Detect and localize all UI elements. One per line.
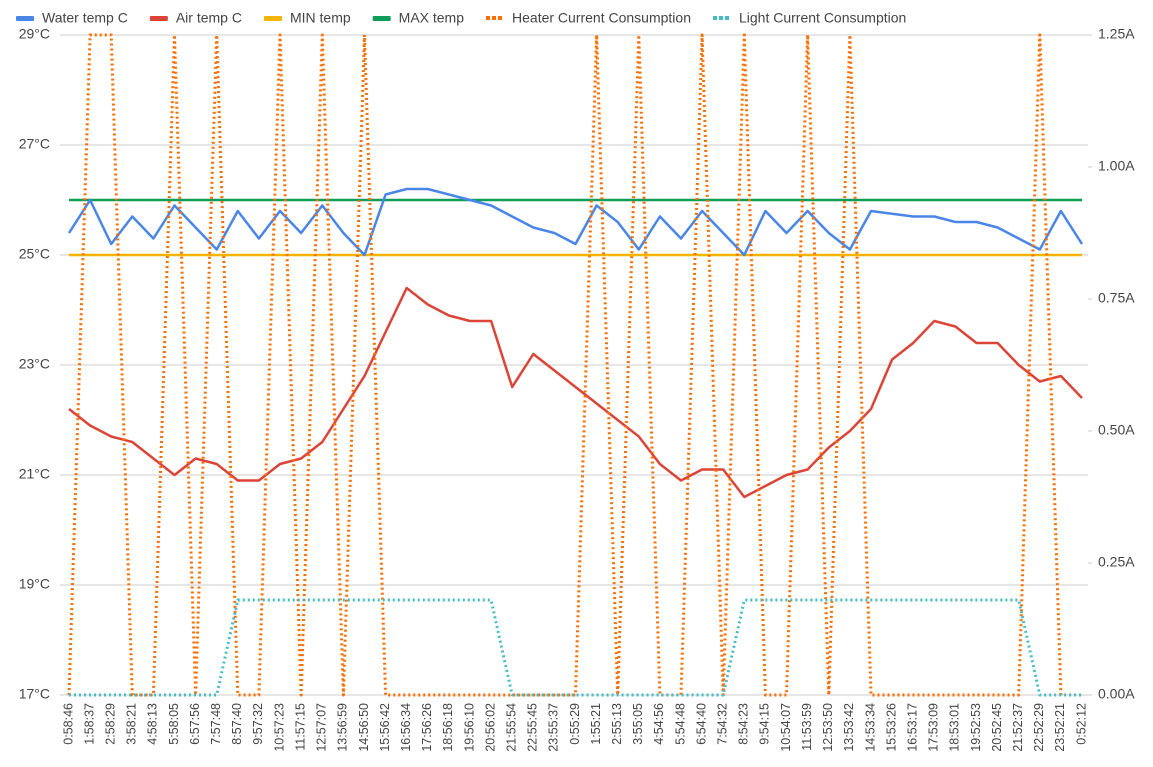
- legend-swatch: [725, 16, 729, 20]
- x-tick-label: 14:56:50: [357, 703, 371, 752]
- x-tick-label: 6:54:40: [694, 703, 708, 745]
- x-tick-label: 2:58:29: [104, 703, 118, 745]
- x-tick-label: 11:57:15: [293, 703, 307, 751]
- x-tick-label: 13:53:42: [842, 703, 856, 752]
- y-tick-label: 19°C: [19, 576, 50, 592]
- legend-swatch: [713, 16, 717, 20]
- x-tick-label: 9:57:32: [251, 703, 265, 745]
- x-tick-label: 13:56:59: [336, 703, 350, 752]
- x-tick-label: 10:54:07: [779, 703, 793, 752]
- legend-label: MAX temp: [399, 10, 465, 26]
- x-tick-label: 19:56:10: [462, 703, 476, 752]
- legend-swatch: [263, 16, 282, 21]
- legend-label: Water temp C: [42, 10, 128, 26]
- x-tick-label: 17:53:09: [927, 703, 941, 752]
- legend-swatch: [719, 16, 723, 20]
- x-tick-label: 5:54:48: [673, 703, 687, 745]
- x-tick-label: 1:55:21: [589, 703, 603, 745]
- y2-tick-label: 1.25A: [1098, 26, 1135, 42]
- x-tick-label: 21:52:37: [1011, 703, 1025, 752]
- x-tick-label: 10:57:23: [272, 703, 286, 752]
- x-tick-label: 22:55:45: [526, 703, 540, 752]
- x-tick-label: 1:58:37: [82, 703, 96, 745]
- y2-tick-label: 0.00A: [1098, 686, 1135, 702]
- legend-label: MIN temp: [290, 10, 351, 26]
- x-tick-label: 12:57:07: [315, 703, 329, 752]
- legend-swatch: [149, 16, 168, 21]
- y2-tick-label: 0.25A: [1098, 554, 1135, 570]
- x-tick-label: 18:56:18: [441, 703, 455, 752]
- series-line: [69, 598, 1082, 697]
- x-tick-label: 4:54:56: [652, 703, 666, 745]
- x-tick-label: 0:52:12: [1074, 703, 1088, 745]
- x-tick-label: 15:53:26: [884, 703, 898, 752]
- series-line: [67, 33, 1082, 697]
- x-tick-label: 18:53:01: [948, 703, 962, 752]
- legend-swatch: [372, 16, 391, 21]
- y2-tick-label: 1.00A: [1098, 158, 1135, 174]
- x-tick-label: 12:53:50: [821, 703, 835, 752]
- legend-label: Light Current Consumption: [739, 10, 906, 26]
- y-tick-label: 25°C: [19, 246, 50, 262]
- x-tick-label: 20:52:45: [990, 703, 1004, 752]
- series-line: [67, 187, 1084, 257]
- legend-label: Heater Current Consumption: [512, 10, 691, 26]
- y-tick-label: 17°C: [19, 686, 50, 702]
- x-tick-label: 20:56:02: [483, 703, 497, 752]
- x-tick-label: 8:54:23: [737, 703, 751, 745]
- y-tick-label: 21°C: [19, 466, 50, 482]
- x-tick-label: 6:57:56: [188, 703, 202, 745]
- y2-tick-label: 0.75A: [1098, 290, 1135, 306]
- x-tick-label: 3:55:05: [631, 703, 645, 745]
- x-tick-label: 9:54:15: [758, 703, 772, 745]
- x-tick-label: 17:56:26: [420, 703, 434, 752]
- x-tick-label: 5:58:05: [167, 703, 181, 745]
- x-tick-label: 0:58:46: [61, 703, 75, 745]
- y-tick-label: 27°C: [19, 136, 50, 152]
- x-tick-label: 22:52:29: [1032, 703, 1046, 752]
- x-tick-label: 16:53:17: [905, 703, 919, 752]
- legend-label: Air temp C: [176, 10, 242, 26]
- x-tick-label: 16:56:34: [399, 703, 413, 752]
- x-tick-label: 4:58:13: [146, 703, 160, 745]
- x-tick-label: 2:55:13: [610, 703, 624, 745]
- x-tick-label: 7:54:32: [716, 703, 730, 745]
- x-tick-label: 0:55:29: [568, 703, 582, 745]
- y-tick-label: 29°C: [19, 26, 50, 42]
- x-tick-label: 7:57:48: [209, 703, 223, 745]
- x-tick-label: 3:58:21: [125, 703, 139, 745]
- x-tick-label: 21:55:54: [504, 703, 518, 752]
- y2-tick-label: 0.50A: [1098, 422, 1135, 438]
- x-tick-label: 19:52:53: [969, 703, 983, 752]
- x-tick-label: 14:53:34: [863, 703, 877, 752]
- x-tick-label: 8:57:40: [230, 703, 244, 745]
- x-tick-label: 23:55:37: [547, 703, 561, 752]
- x-tick-label: 11:53:59: [800, 703, 814, 751]
- legend-swatch: [486, 16, 491, 20]
- y-tick-label: 23°C: [19, 356, 50, 372]
- x-tick-label: 23:52:21: [1053, 703, 1067, 752]
- x-tick-label: 15:56:42: [378, 703, 392, 752]
- legend-swatch: [498, 16, 503, 20]
- legend-swatch: [16, 16, 34, 21]
- series-line: [68, 286, 1083, 499]
- legend-swatch: [492, 16, 497, 20]
